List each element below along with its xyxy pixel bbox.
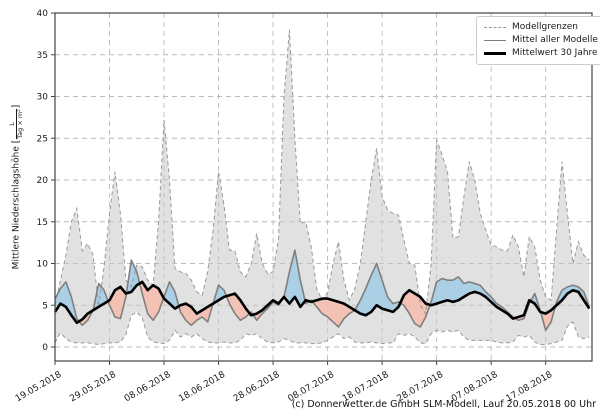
above-normal-band xyxy=(283,250,306,307)
y-axis-label-text: Mittlere Niederschlagshöhe [ xyxy=(11,139,22,270)
y-tick-label: 25 xyxy=(37,134,48,144)
x-tick-label: 19.05.2018 xyxy=(14,370,64,405)
above-normal-band xyxy=(430,276,515,319)
x-tick-label: 18.06.2018 xyxy=(177,370,227,405)
y-axis-label: Mittlere Niederschlagshöhe [L Tag × m²] xyxy=(8,19,27,355)
model-mean-line xyxy=(54,249,591,332)
y-axis-unit-denominator: Tag × m² xyxy=(15,109,25,139)
legend-label: Mittelwert 30 Jahre xyxy=(512,48,598,58)
x-tick-label: 28.06.2018 xyxy=(232,370,282,405)
y-axis-unit-fraction: L Tag × m² xyxy=(8,109,25,139)
legend-item-mittel-aller-modelle: Mittel aller Modelle xyxy=(484,34,598,47)
y-tick-label: 30 xyxy=(37,93,49,103)
x-tick-label: 29.05.2018 xyxy=(68,370,118,405)
y-axis-unit-numerator: L xyxy=(8,122,16,126)
copyright-caption: (c) Donnerwetter.de GmbH SLM-Modell, Lau… xyxy=(291,399,596,410)
above-normal-band xyxy=(555,285,590,309)
above-normal-band xyxy=(93,283,109,311)
legend-label: Modellgrenzen xyxy=(512,22,578,32)
above-normal-band xyxy=(354,263,401,316)
legend-item-mittelwert-30-jahre: Mittelwert 30 Jahre xyxy=(484,47,598,60)
legend-item-modellgrenzen: Modellgrenzen xyxy=(484,21,594,34)
model-max-boundary-line xyxy=(54,29,590,316)
below-normal-band xyxy=(400,290,431,327)
below-normal-band xyxy=(139,281,164,321)
y-tick-label: 0 xyxy=(42,343,48,353)
below-normal-band xyxy=(312,298,355,327)
y-tick-label: 10 xyxy=(37,260,49,270)
legend-label: Mittel aller Modelle xyxy=(512,35,598,45)
axes-frame xyxy=(54,12,593,362)
model-min-boundary-line xyxy=(54,311,590,346)
30-year-mean-line xyxy=(53,280,591,325)
y-tick-label: 5 xyxy=(42,301,48,311)
dashed-line-swatch xyxy=(484,27,506,28)
model-envelope-area xyxy=(55,29,590,345)
thick-black-line-swatch xyxy=(484,52,506,55)
legend: Modellgrenzen Mittel aller Modelle Mitte… xyxy=(476,16,600,65)
solid-gray-line-swatch xyxy=(484,40,506,41)
y-tick-label: 15 xyxy=(37,218,48,228)
above-normal-band xyxy=(55,281,80,323)
y-tick-label: 20 xyxy=(37,176,49,186)
y-tick-label: 40 xyxy=(37,9,49,19)
y-axis-label-suffix: ] xyxy=(11,104,22,109)
below-normal-band xyxy=(226,293,250,321)
x-tick-label: 08.06.2018 xyxy=(123,370,173,405)
below-normal-band xyxy=(79,310,94,326)
y-tick-label: 35 xyxy=(37,51,48,61)
